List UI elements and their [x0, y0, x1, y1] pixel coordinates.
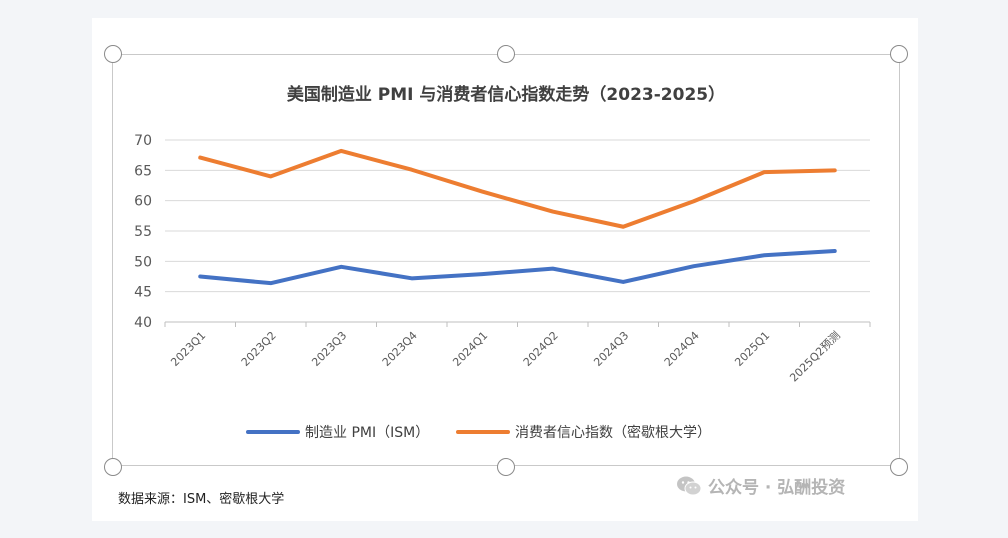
resize-handle-top-right[interactable] — [890, 45, 908, 63]
y-tick-label: 40 — [134, 315, 152, 331]
resize-handle-top-left[interactable] — [104, 45, 122, 63]
y-tick-label: 70 — [134, 133, 152, 149]
resize-handle-bottom-middle[interactable] — [497, 458, 515, 476]
series-lines — [198, 148, 837, 286]
data-source-note: 数据来源：ISM、密歇根大学 — [118, 492, 285, 507]
y-axis-ticks: 40 45 50 55 60 65 70 — [134, 133, 152, 331]
legend-label: 制造业 PMI（ISM） — [305, 425, 429, 441]
chart-title: 美国制造业 PMI 与消费者信心指数走势（2023-2025） — [287, 84, 725, 105]
resize-handle-top-middle[interactable] — [497, 45, 515, 63]
resize-handle-bottom-right[interactable] — [890, 458, 908, 476]
chart-selection-frame[interactable] — [112, 54, 900, 466]
wechat-icon — [677, 476, 702, 495]
y-tick-label: 65 — [134, 163, 152, 179]
y-tick-label: 55 — [134, 224, 152, 240]
legend[interactable]: 制造业 PMI（ISM） 消费者信心指数（密歇根大学） — [246, 424, 711, 441]
y-tick-label: 50 — [134, 254, 152, 270]
series-line-1 — [198, 148, 837, 229]
watermark: 公众号 · 弘酬投资 — [676, 473, 845, 498]
y-tick-label: 60 — [134, 194, 152, 210]
series-line-0 — [198, 249, 837, 286]
watermark-text: 公众号 · 弘酬投资 — [708, 478, 846, 498]
legend-label: 消费者信心指数（密歇根大学） — [515, 424, 711, 441]
y-tick-label: 45 — [134, 285, 152, 301]
resize-handle-bottom-left[interactable] — [104, 458, 122, 476]
chart-card — [92, 18, 918, 521]
